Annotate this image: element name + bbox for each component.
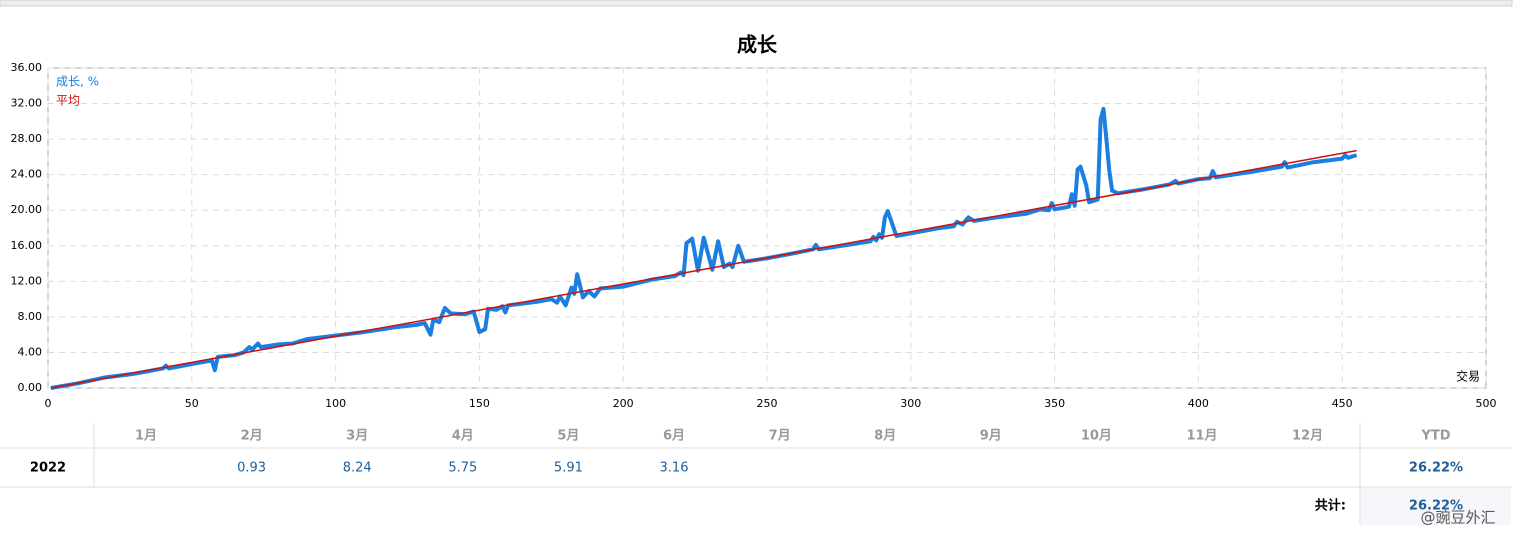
total-cell (1361, 488, 1511, 525)
watermark: @豌豆外汇 (1420, 509, 1495, 527)
table-header: YTD (1420, 429, 1450, 444)
x-tick-label: 200 (613, 397, 634, 410)
x-tick-label: 100 (325, 397, 346, 410)
y-tick-label: 36.00 (11, 61, 43, 74)
y-tick-label: 24.00 (11, 168, 43, 181)
y-tick-label: 0.00 (18, 381, 43, 394)
table-header: 10月 (1081, 429, 1112, 444)
x-tick-label: 300 (900, 397, 921, 410)
legend-entry: 成长, % (56, 75, 99, 89)
table-cell: 8.24 (343, 461, 372, 476)
chart-title: 成长 (737, 33, 778, 57)
legend-entry: 平均 (56, 94, 80, 108)
table-header: 9月 (980, 429, 1002, 444)
table-header: 1月 (135, 429, 157, 444)
y-tick-label: 12.00 (11, 274, 43, 287)
total-label: 共计: (1315, 498, 1346, 514)
line-series (50, 149, 1357, 389)
table-header: 3月 (346, 429, 368, 444)
table-header: 7月 (769, 429, 791, 444)
row-label: 2022 (30, 461, 66, 476)
table-cell: 3.16 (660, 461, 689, 476)
y-tick-label: 8.00 (18, 310, 43, 323)
y-tick-label: 32.00 (11, 97, 43, 110)
table-header: 5月 (557, 429, 579, 444)
x-tick-label: 350 (1044, 397, 1065, 410)
table-header: 4月 (452, 429, 474, 444)
x-tick-label: 50 (185, 397, 199, 410)
x-tick-label: 0 (45, 397, 52, 410)
x-tick-label: 150 (469, 397, 490, 410)
x-tick-label: 400 (1188, 397, 1209, 410)
top-bar (0, 0, 1513, 7)
y-tick-label: 4.00 (18, 345, 43, 358)
table-header: 12月 (1292, 429, 1323, 444)
y-tick-label: 16.00 (11, 239, 43, 252)
y-tick-label: 20.00 (11, 203, 43, 216)
table-cell: 26.22% (1409, 461, 1463, 476)
table-cell: 5.75 (448, 461, 477, 476)
x-tick-label: 250 (757, 397, 778, 410)
y-tick-label: 28.00 (11, 132, 43, 145)
total-value: 26.22% (1409, 499, 1463, 514)
x-tick-label: 450 (1332, 397, 1353, 410)
table-header: 6月 (663, 429, 685, 444)
table-header: 8月 (874, 429, 896, 444)
x-tick-label: 500 (1476, 397, 1497, 410)
table-cell: 0.93 (237, 461, 266, 476)
table-cell: 5.91 (554, 461, 583, 476)
line-series (50, 106, 1358, 390)
table-header: 2月 (241, 429, 263, 444)
x-axis-label: 交易 (1456, 369, 1480, 384)
table-header: 11月 (1186, 429, 1217, 444)
